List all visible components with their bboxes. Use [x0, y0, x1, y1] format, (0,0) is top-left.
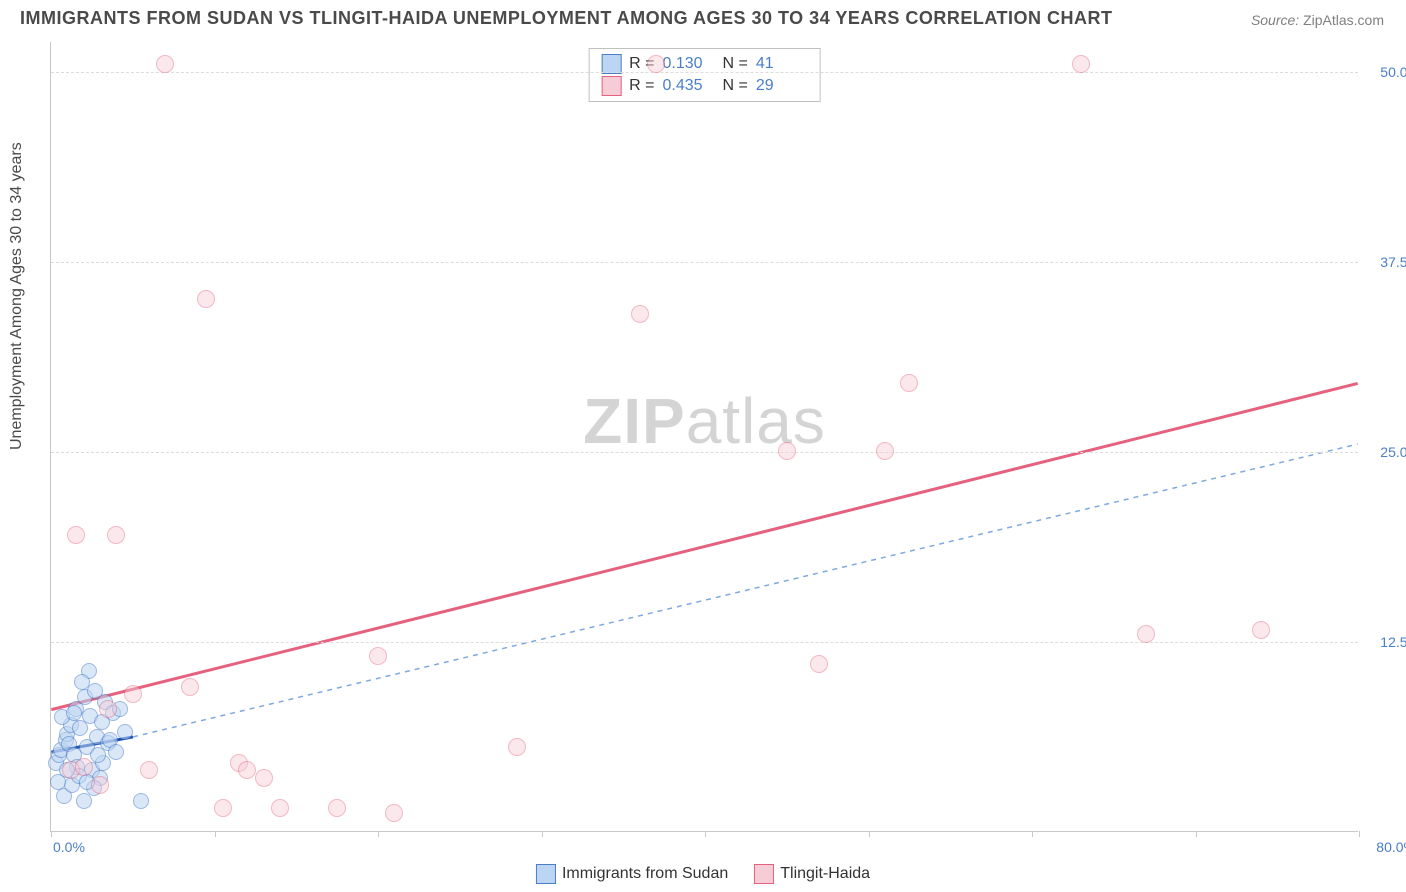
- y-tick-label: 50.0%: [1380, 64, 1406, 80]
- scatter-point: [181, 678, 199, 696]
- source-label: Source:: [1251, 12, 1299, 28]
- scatter-point: [74, 674, 90, 690]
- scatter-point: [197, 290, 215, 308]
- legend-label: Tlingit-Haida: [780, 865, 870, 882]
- scatter-point: [107, 526, 125, 544]
- scatter-point: [508, 738, 526, 756]
- scatter-point: [647, 55, 665, 73]
- scatter-point: [108, 744, 124, 760]
- x-tick: [378, 831, 379, 837]
- legend-row: R = 0.435 N = 29: [601, 75, 808, 97]
- scatter-point: [238, 761, 256, 779]
- legend-swatch: [601, 76, 621, 96]
- x-axis-min-label: 0.0%: [53, 839, 85, 855]
- trend-line: [51, 383, 1357, 709]
- y-axis-label: Unemployment Among Ages 30 to 34 years: [8, 142, 26, 450]
- y-tick-label: 37.5%: [1380, 254, 1406, 270]
- gridline: [51, 452, 1358, 453]
- x-tick: [215, 831, 216, 837]
- scatter-point: [117, 724, 133, 740]
- legend-n-value: 29: [756, 77, 808, 95]
- scatter-point: [90, 747, 106, 763]
- gridline: [51, 262, 1358, 263]
- scatter-point: [900, 374, 918, 392]
- scatter-point: [91, 776, 109, 794]
- x-tick: [542, 831, 543, 837]
- x-tick: [705, 831, 706, 837]
- x-axis-max-label: 80.0%: [1376, 839, 1406, 855]
- legend-label: Immigrants from Sudan: [562, 865, 728, 882]
- chart-title: IMMIGRANTS FROM SUDAN VS TLINGIT-HAIDA U…: [20, 8, 1113, 29]
- legend-n-value: 41: [756, 55, 808, 73]
- watermark-atlas: atlas: [686, 385, 826, 457]
- scatter-point: [1137, 625, 1155, 643]
- source-attribution: Source: ZipAtlas.com: [1251, 12, 1384, 28]
- x-tick: [1196, 831, 1197, 837]
- legend-n-label: N =: [723, 55, 748, 73]
- legend-item: Immigrants from Sudan: [536, 864, 728, 884]
- scatter-point: [1072, 55, 1090, 73]
- scatter-point: [810, 655, 828, 673]
- scatter-point: [156, 55, 174, 73]
- legend-n-label: N =: [723, 77, 748, 95]
- legend-r-label: R =: [629, 77, 654, 95]
- legend-swatch: [601, 54, 621, 74]
- scatter-point: [75, 758, 93, 776]
- legend-r-value: 0.435: [663, 77, 715, 95]
- scatter-point: [385, 804, 403, 822]
- series-legend: Immigrants from Sudan Tlingit-Haida: [536, 864, 870, 884]
- scatter-point: [255, 769, 273, 787]
- x-tick: [1359, 831, 1360, 837]
- y-tick-label: 12.5%: [1380, 634, 1406, 650]
- x-tick: [869, 831, 870, 837]
- scatter-point: [271, 799, 289, 817]
- correlation-legend: R = 0.130 N = 41 R = 0.435 N = 29: [588, 48, 821, 102]
- legend-swatch: [536, 864, 556, 884]
- x-tick: [51, 831, 52, 837]
- scatter-point: [876, 442, 894, 460]
- legend-r-value: 0.130: [663, 55, 715, 73]
- watermark-zip: ZIP: [583, 385, 686, 457]
- scatter-point: [631, 305, 649, 323]
- scatter-point: [328, 799, 346, 817]
- scatter-point: [140, 761, 158, 779]
- scatter-point: [99, 700, 117, 718]
- source-value: ZipAtlas.com: [1303, 12, 1384, 28]
- scatter-point: [369, 647, 387, 665]
- trend-line: [133, 444, 1358, 737]
- gridline: [51, 642, 1358, 643]
- gridline: [51, 72, 1358, 73]
- plot-area: ZIPatlas R =0.130N =41R =0.435N =29 0.0%…: [50, 42, 1358, 832]
- scatter-point: [67, 526, 85, 544]
- legend-swatch: [754, 864, 774, 884]
- scatter-point: [214, 799, 232, 817]
- scatter-point: [778, 442, 796, 460]
- scatter-point: [124, 685, 142, 703]
- x-tick: [1032, 831, 1033, 837]
- scatter-point: [133, 793, 149, 809]
- y-tick-label: 25.0%: [1380, 444, 1406, 460]
- legend-item: Tlingit-Haida: [754, 864, 870, 884]
- scatter-point: [66, 705, 82, 721]
- scatter-point: [1252, 621, 1270, 639]
- trend-lines-layer: [51, 42, 1358, 831]
